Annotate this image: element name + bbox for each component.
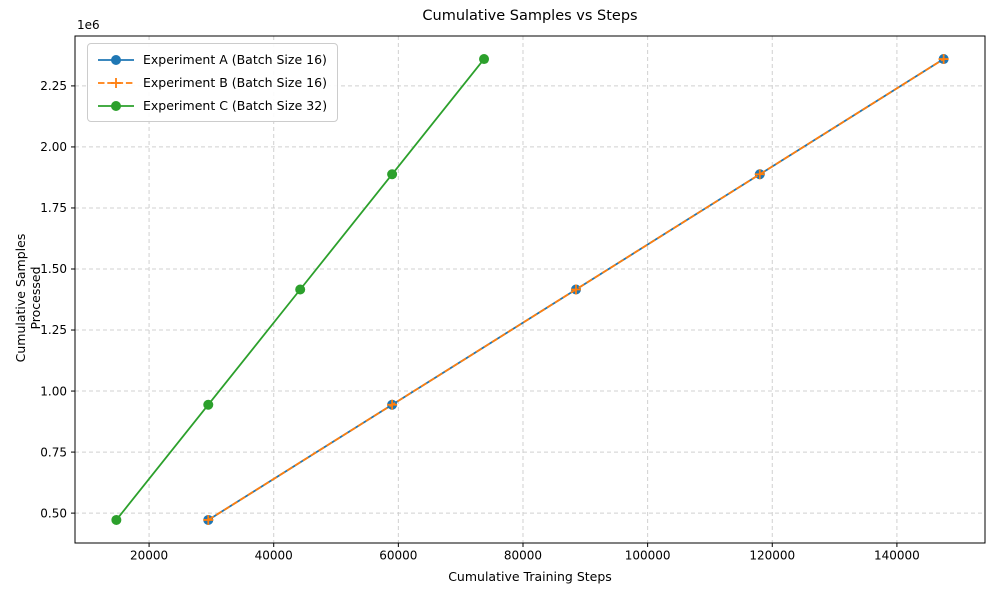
legend: Experiment A (Batch Size 16) Experiment … xyxy=(87,43,339,122)
legend-label-experiment-b: Experiment B (Batch Size 16) xyxy=(143,75,327,90)
y-tick-label: 2.25 xyxy=(40,79,67,93)
y-tick-label: 1.25 xyxy=(40,323,67,337)
legend-item-experiment-c: Experiment C (Batch Size 32) xyxy=(97,96,327,115)
y-axis-offset-label: 1e6 xyxy=(77,18,100,32)
y-axis-label: Cumulative Samples Processed xyxy=(13,233,43,363)
x-tick-label: 60000 xyxy=(379,549,417,563)
data-point-marker-experiment-b xyxy=(754,169,765,180)
data-point-marker-experiment-b xyxy=(203,514,214,525)
x-tick-label: 80000 xyxy=(504,549,542,563)
y-tick-label: 2.00 xyxy=(40,140,67,154)
legend-item-experiment-b: Experiment B (Batch Size 16) xyxy=(97,73,327,92)
legend-marker-experiment-b xyxy=(98,77,134,88)
legend-marker-experiment-a xyxy=(98,54,134,65)
x-tick-label: 140000 xyxy=(874,549,920,563)
y-tick-label: 0.75 xyxy=(40,445,67,459)
data-point-marker-experiment-c xyxy=(295,284,306,295)
data-point-marker-experiment-c xyxy=(203,399,214,410)
x-tick-label: 40000 xyxy=(255,549,293,563)
y-tick-label: 1.50 xyxy=(40,262,67,276)
y-tick-label: 1.00 xyxy=(40,384,67,398)
x-axis-label: Cumulative Training Steps xyxy=(448,569,612,584)
legend-label-experiment-c: Experiment C (Batch Size 32) xyxy=(143,98,328,113)
data-point-marker-experiment-c xyxy=(479,54,490,65)
data-point-marker-experiment-b xyxy=(570,284,581,295)
legend-item-experiment-a: Experiment A (Batch Size 16) xyxy=(97,50,327,69)
y-tick-label: 1.75 xyxy=(40,201,67,215)
data-point-marker-experiment-b xyxy=(387,399,398,410)
chart-title: Cumulative Samples vs Steps xyxy=(422,8,638,24)
x-tick-label: 20000 xyxy=(130,549,168,563)
y-tick-label: 0.50 xyxy=(40,506,67,520)
data-point-marker-experiment-c xyxy=(387,169,398,180)
x-tick-label: 120000 xyxy=(749,549,795,563)
x-tick-label: 100000 xyxy=(625,549,671,563)
data-point-marker-experiment-b xyxy=(938,54,949,65)
legend-label-experiment-a: Experiment A (Batch Size 16) xyxy=(143,52,327,67)
legend-marker-experiment-c xyxy=(98,100,134,111)
data-point-marker-experiment-c xyxy=(111,514,122,525)
plot-border xyxy=(74,35,986,544)
